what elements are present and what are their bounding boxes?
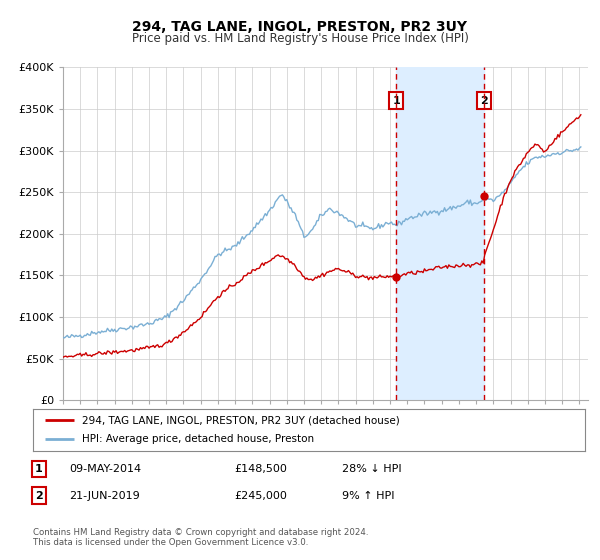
Text: 28% ↓ HPI: 28% ↓ HPI xyxy=(342,464,401,474)
Text: 1: 1 xyxy=(392,96,400,105)
Text: 2: 2 xyxy=(35,491,43,501)
Text: HPI: Average price, detached house, Preston: HPI: Average price, detached house, Pres… xyxy=(82,435,314,445)
Text: Price paid vs. HM Land Registry's House Price Index (HPI): Price paid vs. HM Land Registry's House … xyxy=(131,32,469,45)
Text: 2: 2 xyxy=(481,96,488,105)
Text: 09-MAY-2014: 09-MAY-2014 xyxy=(69,464,141,474)
Text: 294, TAG LANE, INGOL, PRESTON, PR2 3UY (detached house): 294, TAG LANE, INGOL, PRESTON, PR2 3UY (… xyxy=(82,415,400,425)
Text: 294, TAG LANE, INGOL, PRESTON, PR2 3UY: 294, TAG LANE, INGOL, PRESTON, PR2 3UY xyxy=(133,20,467,34)
Bar xyxy=(396,67,484,400)
Text: 9% ↑ HPI: 9% ↑ HPI xyxy=(342,491,395,501)
Text: This data is licensed under the Open Government Licence v3.0.: This data is licensed under the Open Gov… xyxy=(33,538,308,547)
Text: 21-JUN-2019: 21-JUN-2019 xyxy=(69,491,140,501)
Text: Contains HM Land Registry data © Crown copyright and database right 2024.: Contains HM Land Registry data © Crown c… xyxy=(33,528,368,536)
Text: £245,000: £245,000 xyxy=(234,491,287,501)
Text: 1: 1 xyxy=(35,464,43,474)
Text: £148,500: £148,500 xyxy=(234,464,287,474)
